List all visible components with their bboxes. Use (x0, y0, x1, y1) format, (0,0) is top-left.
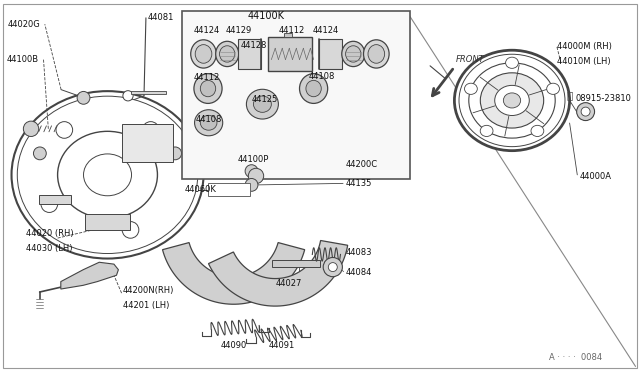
Ellipse shape (220, 46, 235, 62)
Text: 44100B: 44100B (6, 55, 38, 64)
Text: 44010M (LH): 44010M (LH) (557, 57, 611, 66)
Bar (272, 260, 320, 267)
Ellipse shape (200, 80, 216, 97)
Ellipse shape (246, 89, 278, 119)
Text: 44201 (LH): 44201 (LH) (123, 301, 169, 310)
Text: 44129: 44129 (226, 26, 252, 35)
Ellipse shape (253, 96, 271, 112)
Text: 44081: 44081 (147, 13, 173, 22)
Text: 44000A: 44000A (579, 172, 611, 181)
Ellipse shape (504, 93, 521, 108)
Text: 44125: 44125 (252, 95, 278, 104)
Text: 44100K: 44100K (247, 11, 284, 21)
Ellipse shape (581, 107, 590, 116)
Ellipse shape (468, 63, 556, 138)
Bar (122, 124, 173, 162)
Text: 44083: 44083 (346, 248, 372, 257)
Text: 44108: 44108 (196, 115, 222, 124)
Ellipse shape (459, 54, 565, 147)
Text: 44060K: 44060K (184, 185, 216, 194)
Ellipse shape (84, 154, 132, 196)
Bar (182, 11, 410, 179)
Text: 44027: 44027 (275, 279, 301, 288)
Text: 44124: 44124 (193, 26, 220, 35)
Polygon shape (209, 241, 348, 306)
Ellipse shape (56, 122, 73, 138)
Ellipse shape (33, 147, 46, 160)
Text: FRONT: FRONT (456, 55, 484, 64)
Ellipse shape (306, 80, 321, 97)
Bar (131, 91, 166, 94)
Ellipse shape (506, 57, 518, 68)
Bar (319, 39, 342, 69)
Polygon shape (61, 262, 118, 289)
Bar (85, 214, 130, 230)
Text: 44020 (RH): 44020 (RH) (26, 229, 73, 238)
Text: 44084: 44084 (346, 268, 372, 277)
Ellipse shape (480, 73, 543, 128)
Bar (208, 183, 250, 196)
Bar (238, 39, 261, 69)
Ellipse shape (142, 122, 159, 138)
Polygon shape (163, 243, 305, 304)
Ellipse shape (58, 131, 157, 218)
Ellipse shape (248, 168, 264, 184)
Text: 44090: 44090 (220, 341, 247, 350)
Ellipse shape (328, 263, 337, 272)
Text: 44200C: 44200C (346, 160, 378, 169)
Ellipse shape (200, 115, 217, 130)
Ellipse shape (465, 83, 477, 94)
Ellipse shape (346, 46, 361, 62)
Text: A · · · ·  0084: A · · · · 0084 (549, 353, 603, 362)
Bar (268, 37, 312, 71)
Text: 08915-23810: 08915-23810 (576, 94, 632, 103)
Ellipse shape (245, 165, 258, 177)
Ellipse shape (17, 96, 198, 254)
Ellipse shape (122, 222, 139, 238)
Ellipse shape (300, 74, 328, 103)
Text: 44124: 44124 (313, 26, 339, 35)
Ellipse shape (364, 40, 389, 68)
Ellipse shape (531, 125, 544, 137)
Text: 44091: 44091 (268, 341, 295, 350)
Ellipse shape (342, 41, 365, 67)
Text: 44112: 44112 (194, 73, 220, 82)
Ellipse shape (245, 179, 258, 191)
Ellipse shape (77, 92, 90, 104)
Ellipse shape (323, 257, 342, 277)
Text: 44020G: 44020G (8, 20, 40, 29)
Text: 44100P: 44100P (238, 155, 269, 164)
Text: 44000M (RH): 44000M (RH) (557, 42, 612, 51)
Ellipse shape (169, 147, 182, 160)
Ellipse shape (191, 40, 216, 68)
Text: 44112: 44112 (278, 26, 305, 35)
Ellipse shape (24, 121, 39, 137)
Ellipse shape (577, 103, 595, 121)
Ellipse shape (216, 41, 239, 67)
Text: 44030 (LH): 44030 (LH) (26, 244, 72, 253)
Text: Ⓜ: Ⓜ (566, 90, 573, 100)
Text: 44128: 44128 (241, 41, 267, 50)
Text: 44108: 44108 (309, 72, 335, 81)
Text: 44135: 44135 (346, 179, 372, 188)
Text: 44200N(RH): 44200N(RH) (123, 286, 174, 295)
Ellipse shape (12, 91, 204, 259)
Ellipse shape (123, 91, 133, 101)
Ellipse shape (194, 74, 222, 103)
Ellipse shape (41, 196, 58, 212)
Ellipse shape (480, 125, 493, 137)
Bar (39, 195, 71, 204)
Ellipse shape (547, 83, 559, 94)
Bar (284, 33, 292, 37)
Ellipse shape (195, 45, 212, 63)
Ellipse shape (368, 45, 385, 63)
Ellipse shape (454, 50, 570, 151)
Ellipse shape (195, 110, 223, 136)
Ellipse shape (495, 86, 529, 115)
